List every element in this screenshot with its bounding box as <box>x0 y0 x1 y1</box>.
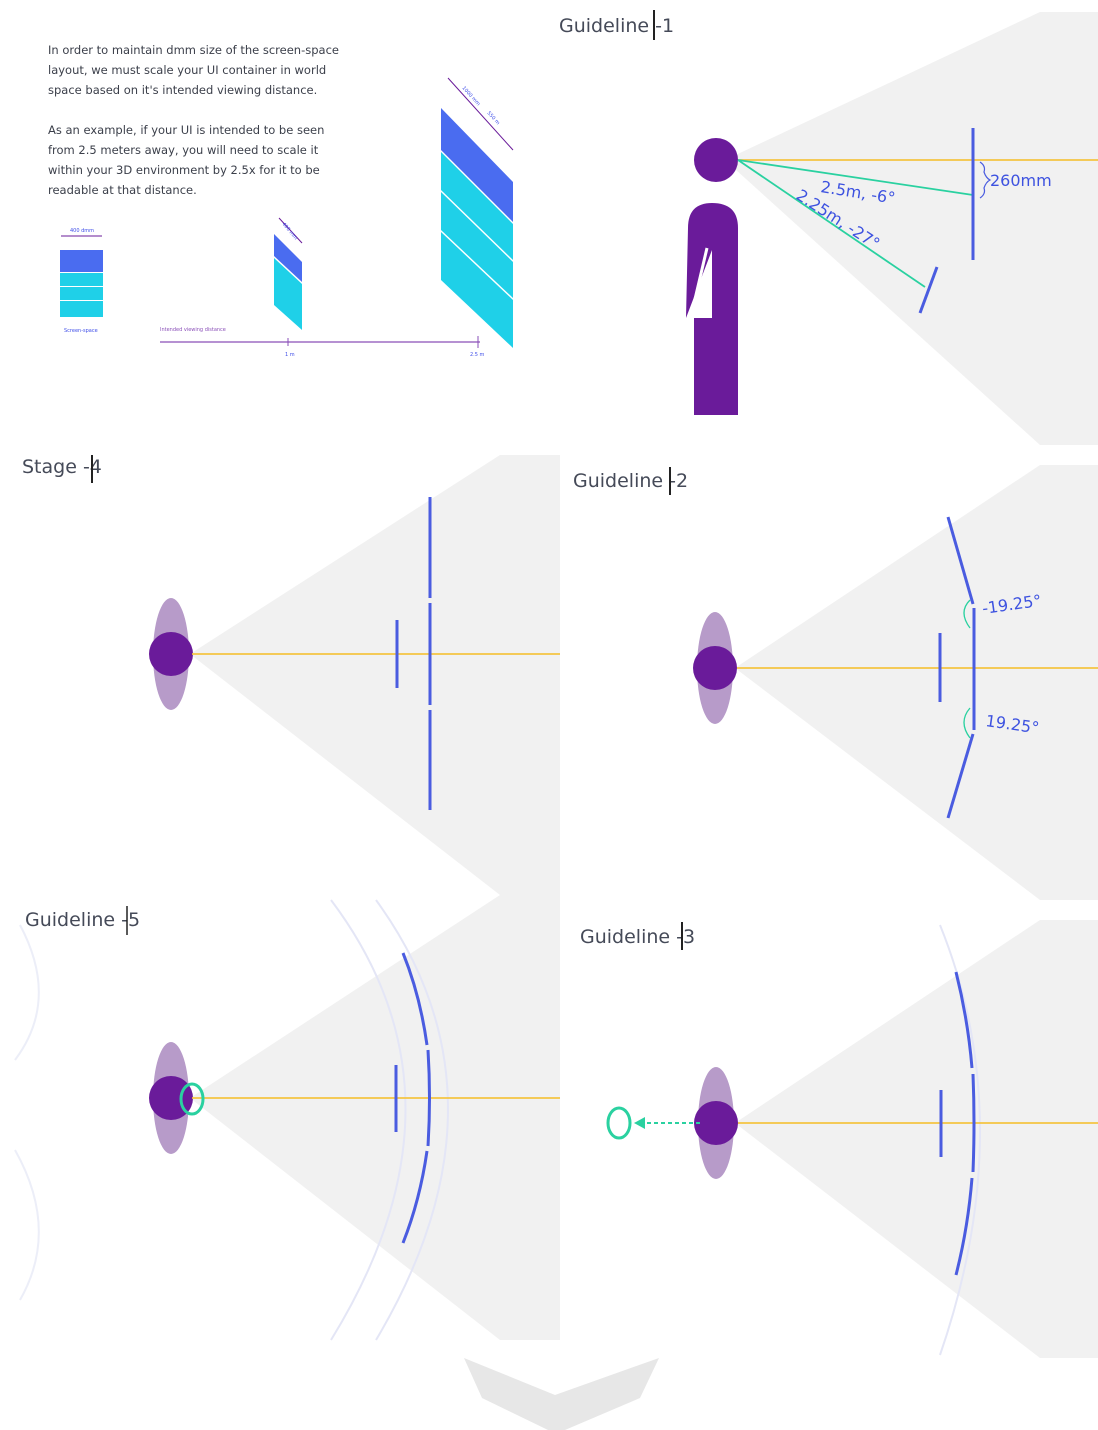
far-perspective-stack: 1000 mm 550 m <box>441 77 514 348</box>
eye-ring <box>179 1082 205 1116</box>
panel-title: Stage -4 <box>22 456 102 478</box>
panel-guideline-2: Guideline -2 -19.25° 19.25° <box>573 465 1098 900</box>
panel-title: Guideline -1 <box>559 15 674 37</box>
svg-text:layout, we must scale your UI: layout, we must scale your UI container … <box>48 63 326 77</box>
view-cone <box>190 455 560 895</box>
outer-ring-4 <box>14 1149 40 1301</box>
svg-text:1 m: 1 m <box>285 352 295 358</box>
panel-guideline-5: Guideline -5 <box>14 895 560 1341</box>
curved-panel-top <box>946 516 975 605</box>
svg-text:400 mm: 400 mm <box>280 221 298 241</box>
outer-ring-3 <box>14 924 40 1061</box>
svg-text:space based on it's intended v: space based on it's intended viewing dis… <box>48 83 317 97</box>
view-cone <box>725 12 1098 445</box>
head <box>149 632 193 676</box>
curved-panel-mid <box>971 1073 976 1173</box>
mid-perspective-stack: 400 mm <box>274 217 303 330</box>
curved-panel-bottom <box>954 1177 974 1276</box>
svg-text:within your 3D environment by: within your 3D environment by 2.5x for i… <box>48 163 320 177</box>
curved-panel-mid <box>426 1049 431 1147</box>
distance-title: Intended viewing distance <box>160 327 226 333</box>
panel-title: Guideline -5 <box>25 909 140 931</box>
arrow-head <box>634 1117 645 1129</box>
svg-text:readable at that distance.: readable at that distance. <box>48 183 197 197</box>
panel-guideline-1: Guideline -1 2.5m, -6° 2.25m, -27° 260mm <box>559 10 1098 445</box>
head <box>149 1076 193 1120</box>
height-label: 260mm <box>990 171 1052 190</box>
view-cone <box>190 895 560 1340</box>
view-cone <box>735 465 1098 900</box>
panel-title: Guideline -2 <box>573 470 688 492</box>
card-width-label: 400 dmm <box>70 228 94 234</box>
height-brace <box>979 161 992 199</box>
outer-ring-1 <box>330 899 407 1341</box>
svg-text:550 m: 550 m <box>486 110 501 126</box>
curved-panel-bottom <box>401 1150 429 1244</box>
outer-ring-2 <box>375 899 449 1341</box>
near-panel <box>918 266 939 314</box>
svg-text:As an example, if your UI is i: As an example, if your UI is intended to… <box>48 123 324 137</box>
chevron-down-icon <box>464 1358 659 1430</box>
head <box>694 1101 738 1145</box>
curved-panel-top <box>401 952 429 1046</box>
sight-line-far <box>737 159 974 196</box>
angle-arc-bottom <box>963 707 971 739</box>
panel-guideline-3: Guideline -3 <box>580 920 1098 1358</box>
sight-line-near <box>737 159 926 288</box>
person-head <box>694 138 738 182</box>
panel-title: Guideline -3 <box>580 926 695 948</box>
head <box>693 646 737 690</box>
panel-stage-4: Stage -4 <box>22 455 560 895</box>
viewing-distance-axis: Intended viewing distance 1 m 2.5 m <box>160 327 485 358</box>
curved-panel-bottom <box>946 733 975 819</box>
svg-text:2.5 m: 2.5 m <box>470 352 485 358</box>
screen-space-card: 400 dmm Screen-space <box>60 228 103 334</box>
curved-panel-top <box>954 971 974 1069</box>
svg-text:In order to maintain dmm size: In order to maintain dmm size of the scr… <box>48 43 339 57</box>
svg-text:from 2.5 meters away, you will: from 2.5 meters away, you will need to s… <box>48 143 319 157</box>
eye-ring <box>606 1106 632 1140</box>
person-body <box>686 203 738 415</box>
angle-arc-top <box>963 599 971 629</box>
view-cone <box>735 920 1098 1358</box>
card-caption: Screen-space <box>64 328 98 334</box>
intro-text: In order to maintain dmm size of the scr… <box>48 43 339 197</box>
